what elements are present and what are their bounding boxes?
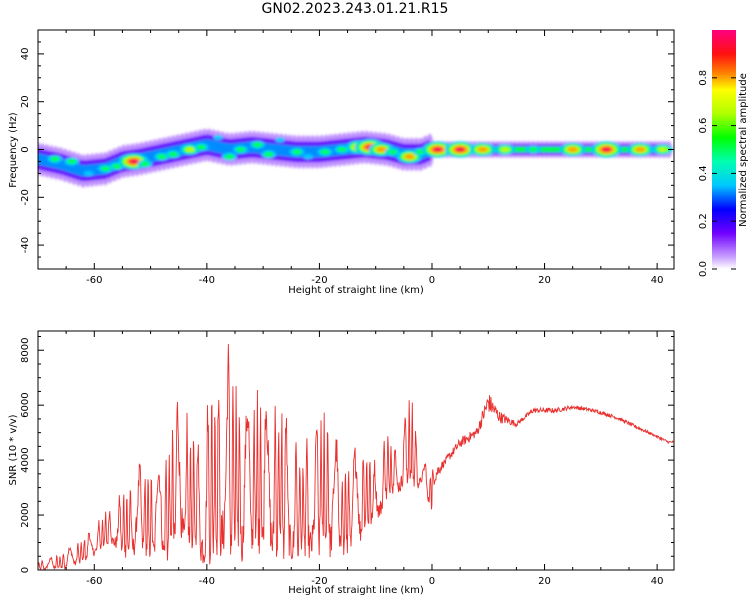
snr-y-tick-label: 4000 bbox=[20, 447, 31, 472]
spectrogram-y-tick-label: 0 bbox=[20, 146, 31, 152]
spectrogram-x-tick-label: -20 bbox=[311, 275, 327, 286]
heatmap-peak bbox=[196, 144, 207, 150]
spectrogram-x-tick-label: 20 bbox=[538, 275, 551, 286]
spectrogram-y-tick-label: -20 bbox=[20, 189, 31, 205]
snr-x-tick-label: -20 bbox=[311, 576, 327, 587]
heatmap-peak bbox=[185, 146, 195, 153]
snr-series-line bbox=[38, 343, 674, 570]
heatmap-peak bbox=[156, 154, 167, 160]
snr-panel: -60 -40 -20 0 20 40 0 2000 4000 6000 8000 Height o… bbox=[8, 330, 675, 596]
snr-y-tick-label: 8000 bbox=[20, 338, 31, 363]
heatmap-peak bbox=[235, 146, 246, 153]
colorbar-ticks: 0.0 0.2 0.4 0.6 0.8 bbox=[698, 70, 736, 277]
spectrogram-y-axis-label: Frequency (Hz) bbox=[8, 112, 19, 188]
heatmap-peak bbox=[376, 146, 387, 153]
heatmap-peak bbox=[500, 146, 511, 153]
snr-x-tick-label: 0 bbox=[429, 576, 435, 587]
colorbar-tick-label: 0.0 bbox=[698, 261, 709, 277]
heatmap-peak bbox=[336, 146, 347, 153]
heatmap-peak bbox=[567, 146, 578, 153]
heatmap-peak bbox=[263, 151, 274, 157]
heatmap-peak bbox=[455, 146, 466, 153]
chart-title: GN02.2023.243.01.21.R15 bbox=[261, 1, 449, 17]
heatmap-peak bbox=[528, 146, 539, 153]
colorbar-tick-label: 0.6 bbox=[698, 118, 709, 134]
heatmap-peak bbox=[291, 149, 302, 155]
heatmap-peak bbox=[224, 154, 235, 160]
spectrogram-x-tick-label: -60 bbox=[86, 275, 102, 286]
snr-y-axis-label: SNR (10 * v/v) bbox=[8, 414, 19, 485]
heatmap-peak bbox=[320, 149, 331, 155]
spectrogram-x-tick-label: 0 bbox=[429, 275, 435, 286]
heatmap-peak bbox=[657, 146, 668, 153]
snr-x-tick-label: -60 bbox=[86, 576, 102, 587]
snr-x-tick-label: -40 bbox=[199, 576, 215, 587]
heatmap-peak bbox=[213, 134, 224, 141]
heatmap-peak bbox=[111, 163, 122, 169]
colorbar-tick-label: 0.4 bbox=[698, 165, 709, 181]
colorbar-tick-label: 0.8 bbox=[698, 70, 709, 86]
heatmap-peak bbox=[303, 154, 314, 160]
heatmap-peak bbox=[83, 170, 94, 177]
spectrogram-y-tick-label: 20 bbox=[20, 95, 31, 108]
heatmap-peak bbox=[49, 156, 60, 162]
heatmap-peak bbox=[387, 149, 398, 155]
spectrogram-heatmap bbox=[38, 128, 673, 188]
heatmap-peak bbox=[128, 158, 139, 165]
spectrogram-ticks: -60 -40 -20 0 20 40 -40 -20 0 20 40 bbox=[20, 29, 674, 286]
heatmap-peak bbox=[275, 137, 285, 143]
colorbar-gradient bbox=[712, 30, 736, 269]
snr-frame bbox=[37, 330, 675, 571]
spectrogram-panel: -60 -40 -20 0 20 40 -40 -20 0 20 40 Height of stra… bbox=[8, 29, 675, 296]
snr-x-axis-label: Height of straight line (km) bbox=[288, 585, 424, 596]
spectrogram-x-tick-label: -40 bbox=[199, 275, 215, 286]
heatmap-peak bbox=[635, 146, 646, 153]
heatmap-peak bbox=[432, 146, 443, 153]
heatmap-peak bbox=[252, 142, 263, 148]
colorbar-label: Normalized spectral amplitude bbox=[738, 73, 749, 227]
spectrogram-y-tick-label: 40 bbox=[20, 48, 31, 61]
snr-x-tick-label: 40 bbox=[651, 576, 664, 587]
heatmap-peak bbox=[66, 158, 77, 165]
heatmap-peak bbox=[477, 146, 488, 153]
heatmap-peak bbox=[100, 165, 111, 172]
heatmap-peak bbox=[139, 161, 150, 167]
snr-ticks: -60 -40 -20 0 20 40 0 2000 4000 6000 8000 bbox=[20, 331, 674, 587]
spectrogram-x-axis-label: Height of straight line (km) bbox=[288, 285, 424, 296]
heatmap-peak bbox=[404, 154, 415, 160]
heatmap-peak bbox=[168, 151, 179, 157]
spectrogram-x-tick-label: 40 bbox=[651, 275, 664, 286]
snr-plot-area bbox=[38, 331, 674, 570]
colorbar: 0.0 0.2 0.4 0.6 0.8 Normalized spectral ampl… bbox=[698, 30, 749, 277]
snr-y-tick-label: 6000 bbox=[20, 392, 31, 417]
colorbar-tick-label: 0.2 bbox=[698, 213, 709, 229]
snr-y-tick-label: 0 bbox=[20, 567, 31, 573]
snr-y-tick-label: 2000 bbox=[20, 502, 31, 527]
snr-x-tick-label: 20 bbox=[538, 576, 551, 587]
heatmap-peak bbox=[601, 146, 612, 153]
spectrogram-y-tick-label: -40 bbox=[20, 237, 31, 253]
